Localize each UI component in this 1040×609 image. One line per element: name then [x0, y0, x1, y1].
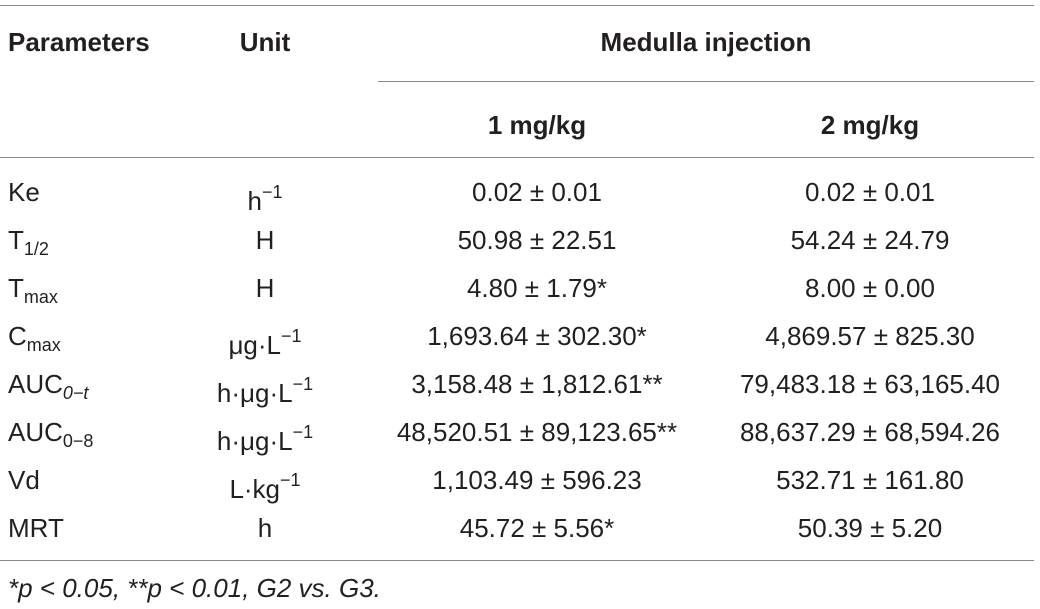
- value-1mg: 45.72 ± 5.56*: [459, 513, 615, 543]
- value-1mg: 48,520.51 ± 89,123.65**: [396, 417, 678, 447]
- param-label: C: [8, 321, 27, 351]
- param-subscript: max: [23, 287, 58, 307]
- unit-label: h·μg·L: [216, 378, 293, 408]
- unit-superscript: −1: [292, 422, 314, 442]
- header-parameters: Parameters: [8, 27, 150, 57]
- unit-label: H: [255, 273, 275, 303]
- param-subscript: 0−8: [62, 431, 94, 451]
- value-1mg: 4.80 ± 1.79*: [466, 273, 608, 303]
- value-1mg: 3,158.48 ± 1,812.61**: [411, 369, 663, 399]
- param-label: Ke: [8, 177, 40, 207]
- unit-cell: μg·L−1: [190, 321, 340, 360]
- header-dose-1mg: 1 mg/kg: [487, 110, 587, 140]
- param-cell: Vd: [8, 465, 40, 495]
- bottom-rule: [0, 560, 1034, 561]
- param-subscript: max: [26, 335, 61, 355]
- value-2mg: 0.02 ± 0.01: [805, 177, 935, 207]
- value-1mg: 1,103.49 ± 596.23: [432, 465, 642, 495]
- param-cell: Cmax: [8, 321, 61, 360]
- unit-cell: h−1: [190, 177, 340, 216]
- param-label: T: [8, 273, 24, 303]
- param-cell: T1/2: [8, 225, 49, 264]
- value-1mg: 0.02 ± 0.01: [472, 177, 602, 207]
- param-label: T: [8, 225, 24, 255]
- value-2mg: 79,483.18 ± 63,165.40: [739, 369, 1001, 399]
- param-cell: Tmax: [8, 273, 58, 312]
- param-subscript: 0−t: [62, 383, 89, 403]
- value-2mg: 4,869.57 ± 825.30: [765, 321, 975, 351]
- unit-superscript: −1: [280, 470, 301, 490]
- value-2mg: 8.00 ± 0.00: [805, 273, 935, 303]
- unit-cell: h·μg·L−1: [190, 417, 340, 456]
- unit-superscript: −1: [281, 326, 302, 346]
- param-label: AUC: [8, 369, 63, 399]
- value-2mg: 88,637.29 ± 68,594.26: [739, 417, 1001, 447]
- group-rule: [378, 81, 1034, 82]
- unit-cell: H: [190, 273, 340, 303]
- unit-cell: h: [190, 513, 340, 543]
- value-1mg: 50.98 ± 22.51: [457, 225, 617, 255]
- value-2mg: 54.24 ± 24.79: [790, 225, 950, 255]
- unit-superscript: −1: [261, 182, 283, 202]
- unit-cell: L·kg−1: [190, 465, 340, 504]
- unit-label: h: [257, 513, 273, 543]
- param-label: MRT: [8, 513, 64, 543]
- value-2mg: 532.71 ± 161.80: [776, 465, 964, 495]
- param-cell: MRT: [8, 513, 64, 543]
- unit-label: L·kg: [229, 474, 281, 504]
- header-bottom-rule: [0, 157, 1034, 158]
- param-cell: AUC0−8: [8, 417, 93, 456]
- header-dose-2mg: 2 mg/kg: [820, 110, 920, 140]
- footnote: *p < 0.05, **p < 0.01, G2 vs. G3.: [8, 573, 381, 603]
- param-label: Vd: [8, 465, 40, 495]
- param-cell: Ke: [8, 177, 40, 207]
- value-1mg: 1,693.64 ± 302.30*: [427, 321, 647, 351]
- param-cell: AUC0−t: [8, 369, 88, 408]
- param-label: AUC: [8, 417, 63, 447]
- unit-label: H: [255, 225, 275, 255]
- header-unit: Unit: [239, 27, 291, 57]
- param-subscript: 1/2: [23, 239, 49, 259]
- unit-superscript: −1: [292, 374, 314, 394]
- unit-label: h: [247, 186, 262, 216]
- header-medulla-injection: Medulla injection: [600, 27, 812, 57]
- unit-cell: h·μg·L−1: [190, 369, 340, 408]
- unit-cell: H: [190, 225, 340, 255]
- unit-label: h·μg·L: [216, 426, 293, 456]
- unit-label: μg·L: [228, 330, 282, 360]
- value-2mg: 50.39 ± 5.20: [797, 513, 943, 543]
- top-rule: [0, 5, 1034, 6]
